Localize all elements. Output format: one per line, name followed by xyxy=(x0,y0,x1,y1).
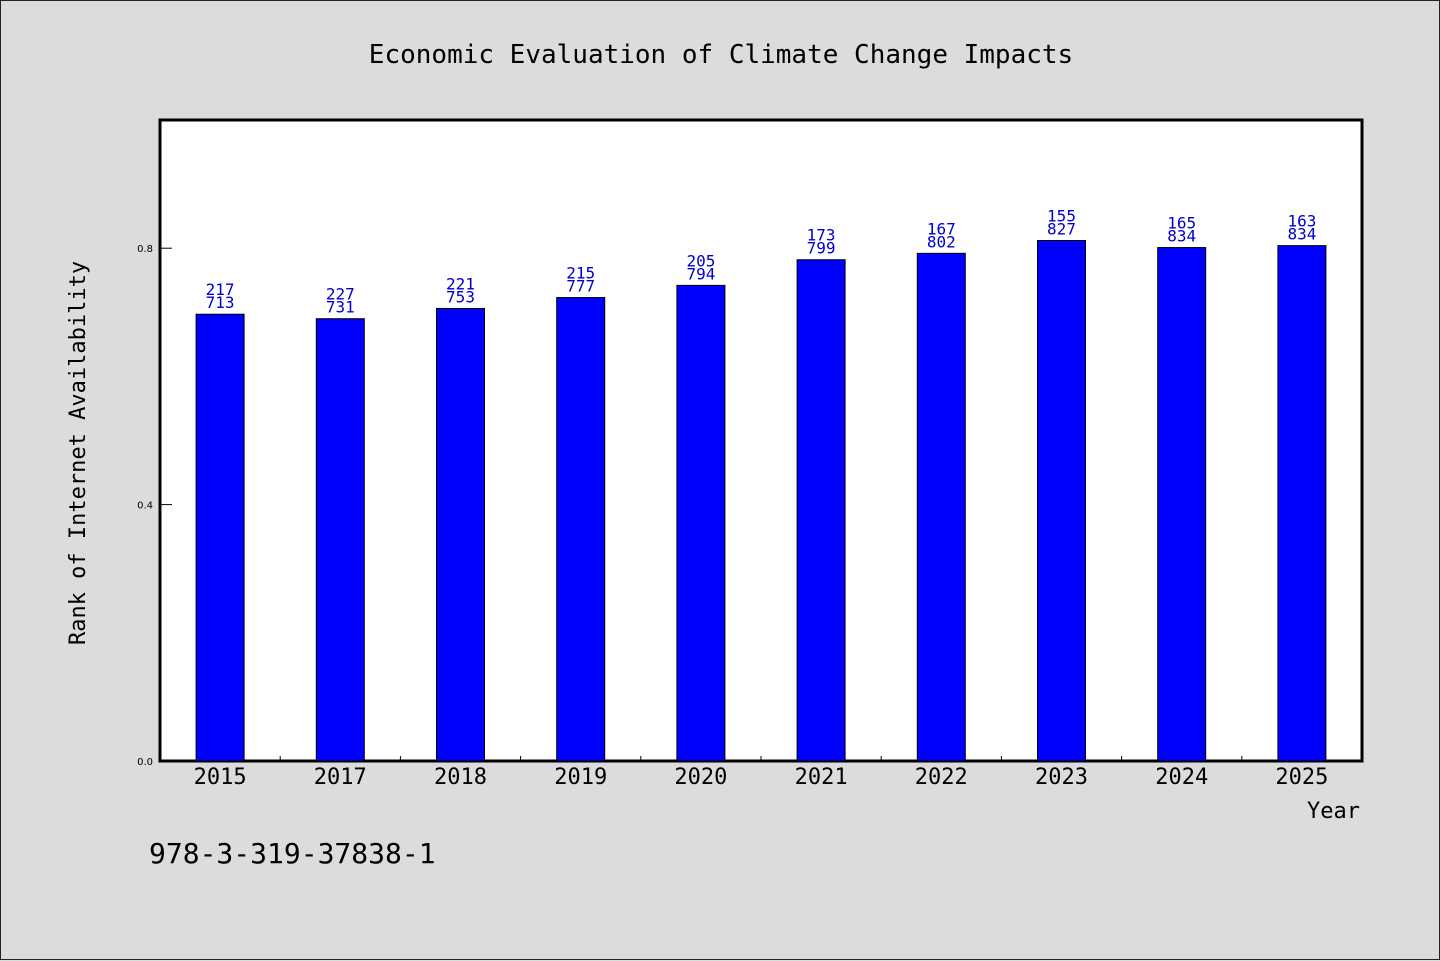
bar-2021 xyxy=(796,259,846,762)
x-tick-label-2024: 2024 xyxy=(1155,765,1208,790)
data-label-bottom-2015: 713 xyxy=(206,293,235,312)
bar-2015 xyxy=(195,313,245,762)
ticks-group: 2015 2017 2018 2019 2020 2021 2022 2023 2024 2025… xyxy=(137,244,1328,790)
bar-2022 xyxy=(916,252,966,762)
y-tick-label-0.4: 0.4 xyxy=(137,501,153,512)
data-label-top-2018: 221 xyxy=(446,274,475,293)
bars-group xyxy=(195,240,1327,762)
x-tick-label-2019: 2019 xyxy=(554,765,607,790)
data-label-bottom-2021: 799 xyxy=(807,239,836,258)
bar-2020 xyxy=(676,284,726,762)
x-tick-label-2022: 2022 xyxy=(915,765,968,790)
data-label-bottom-2018: 753 xyxy=(446,287,475,306)
x-axis-label: Year xyxy=(1307,799,1360,824)
bar-2019 xyxy=(556,297,606,762)
bar-2025 xyxy=(1277,245,1327,762)
data-label-bottom-2025: 834 xyxy=(1287,225,1316,244)
data-label-top-2019: 215 xyxy=(566,264,595,283)
x-tick-label-2015: 2015 xyxy=(194,765,247,790)
data-label-bottom-2024: 834 xyxy=(1167,227,1196,246)
data-label-top-2024: 165 xyxy=(1167,214,1196,233)
data-label-top-2025: 163 xyxy=(1287,212,1316,231)
x-tick-label-2025: 2025 xyxy=(1275,765,1328,790)
bar-2018 xyxy=(436,307,485,762)
y-tick-label-0.8: 0.8 xyxy=(137,244,153,255)
data-label-top-2015: 217 xyxy=(206,280,235,299)
y-tick-label-0.0: 0.0 xyxy=(137,757,153,768)
data-label-top-2017: 227 xyxy=(326,285,355,304)
data-label-top-2020: 205 xyxy=(686,251,715,270)
x-tick-label-2023: 2023 xyxy=(1035,765,1088,790)
x-tick-label-2020: 2020 xyxy=(674,765,727,790)
x-tick-label-2017: 2017 xyxy=(314,765,367,790)
isbn-text: 978-3-319-37838-1 xyxy=(149,837,436,870)
x-tick-label-2018: 2018 xyxy=(434,765,487,790)
data-label-bottom-2019: 777 xyxy=(566,277,595,296)
data-label-top-2021: 173 xyxy=(807,226,836,245)
x-tick-label-2021: 2021 xyxy=(795,765,848,790)
data-label-bottom-2017: 731 xyxy=(326,298,355,317)
data-label-top-2022: 167 xyxy=(927,219,956,238)
bar-2023 xyxy=(1037,240,1086,762)
chart-title: Economic Evaluation of Climate Change Im… xyxy=(369,40,1073,70)
bar-2024 xyxy=(1157,247,1207,762)
data-label-bottom-2020: 794 xyxy=(686,264,715,283)
data-label-top-2023: 155 xyxy=(1047,207,1076,226)
bar-2017 xyxy=(315,318,365,762)
data-label-bottom-2022: 802 xyxy=(927,232,956,251)
data-label-bottom-2023: 827 xyxy=(1047,220,1076,239)
y-axis-label: Rank of Internet Availability xyxy=(66,261,91,645)
